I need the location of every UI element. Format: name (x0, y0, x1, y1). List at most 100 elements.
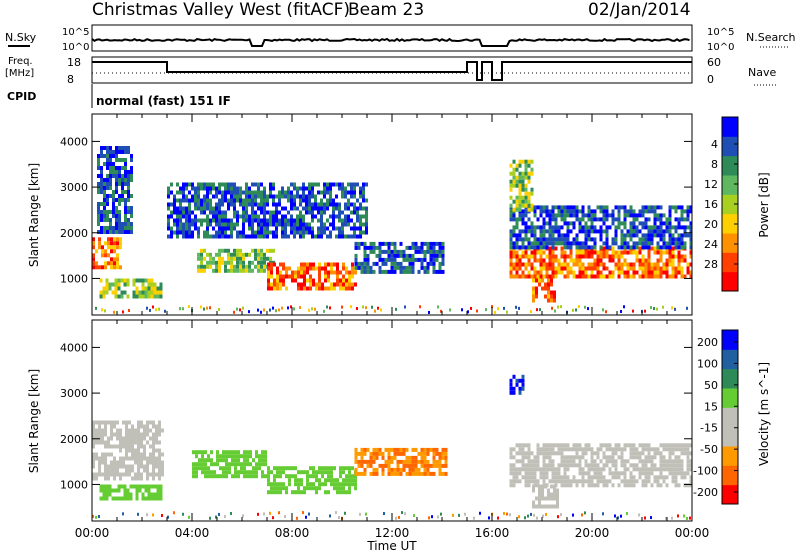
scatter-cell (538, 484, 541, 489)
scatter-cell (294, 274, 297, 279)
scatter-cell (281, 234, 284, 239)
scatter-cell (671, 479, 675, 484)
scatter-cell (97, 158, 100, 162)
scatter-cell (354, 261, 358, 266)
scatter-cell (629, 221, 633, 226)
scatter-cell (115, 182, 118, 186)
scatter-cell (209, 264, 212, 269)
scatter-cell (572, 447, 576, 452)
scatter-cell (323, 186, 326, 191)
scatter-cell (252, 470, 255, 475)
scatter-cell (236, 194, 239, 199)
scatter-cell (109, 158, 112, 162)
scatter-cell (548, 237, 552, 242)
scatter-cell (282, 262, 285, 267)
scatter-cell (551, 205, 555, 210)
scatter-cell (267, 262, 270, 267)
scatter-cell (550, 290, 553, 295)
scatter-cell (146, 306, 148, 310)
scatter-cell (617, 217, 621, 222)
scatter-cell (299, 198, 302, 203)
scatter-cell (216, 462, 219, 467)
scatter-cell (311, 226, 314, 231)
scatter-cell (119, 265, 122, 270)
scatter-cell (623, 241, 627, 246)
scatter-cell (629, 205, 633, 210)
scatter-cell (98, 237, 101, 242)
scatter-cell (656, 307, 658, 311)
scatter-cell (245, 264, 248, 269)
scatter-cell (554, 237, 558, 242)
scatter-cell (318, 282, 321, 287)
scatter-cell (103, 218, 106, 222)
scatter-cell (222, 450, 225, 455)
scatter-cell (584, 459, 588, 464)
colorbar-frame (721, 329, 739, 505)
scatter-cell (188, 214, 191, 219)
scatter-cell (578, 274, 582, 279)
scatter-cell (92, 420, 95, 425)
scatter-cell (390, 269, 394, 274)
scatter-cell (578, 305, 580, 309)
scatter-cell (309, 262, 312, 267)
scatter-cell (288, 474, 291, 479)
scatter-cell (216, 474, 219, 479)
scatter-cell (260, 182, 263, 187)
scatter-cell (299, 222, 302, 227)
scatter-cell (653, 229, 657, 234)
scatter-cell (608, 467, 612, 472)
scatter-cell (285, 490, 288, 495)
scatter-cell (201, 470, 204, 475)
colorbar-tick-label: 28 (704, 258, 718, 271)
scatter-cell (102, 286, 106, 291)
scatter-cell (140, 460, 143, 465)
scatter-cell (299, 230, 302, 235)
scatter-cell (348, 474, 351, 479)
scatter-cell (518, 187, 522, 192)
scatter-cell (116, 472, 119, 477)
scatter-cell (550, 504, 553, 509)
scatter-cell (566, 483, 570, 488)
scatter-cell (109, 218, 112, 222)
scatter-cell (547, 504, 550, 509)
scatter-cell (341, 182, 344, 187)
scatter-cell (536, 479, 540, 484)
scatter-cell (294, 270, 297, 275)
scatter-cell (115, 154, 118, 158)
x-tick-label: 08:00 (275, 526, 310, 540)
scatter-cell (272, 210, 275, 215)
scatter-cell (201, 454, 204, 459)
scatter-cell (203, 307, 205, 311)
scatter-cell (384, 249, 388, 254)
scatter-cell (344, 218, 347, 223)
scatter-cell (122, 456, 125, 461)
scatter-cell (279, 278, 282, 283)
scatter-cell (152, 424, 155, 429)
scatter-cell (542, 479, 546, 484)
scatter-cell (320, 206, 323, 211)
scatter-cell (329, 190, 332, 195)
scatter-cell (551, 213, 555, 218)
scatter-cell (101, 460, 104, 465)
scatter-cell (689, 250, 693, 255)
scatter-cell (575, 443, 579, 448)
scatter-cell (402, 269, 406, 274)
scatter-cell (545, 254, 549, 259)
scatter-cell (635, 245, 639, 250)
scatter-cell (221, 222, 224, 227)
scatter-cell (503, 306, 505, 310)
scatter-cell (635, 463, 639, 468)
scatter-cell (659, 258, 663, 263)
scatter-cell (641, 221, 645, 226)
scatter-cell (314, 182, 317, 187)
scatter-cell (599, 475, 603, 480)
scatter-cell (297, 274, 300, 279)
scatter-cell (641, 274, 645, 279)
scatter-cell (320, 226, 323, 231)
scatter-cell (239, 230, 242, 235)
scatter-cell (605, 266, 609, 271)
scatter-cell (689, 209, 693, 214)
scatter-cell (575, 463, 579, 468)
scatter-cell (115, 214, 118, 218)
scatter-cell (110, 241, 113, 246)
